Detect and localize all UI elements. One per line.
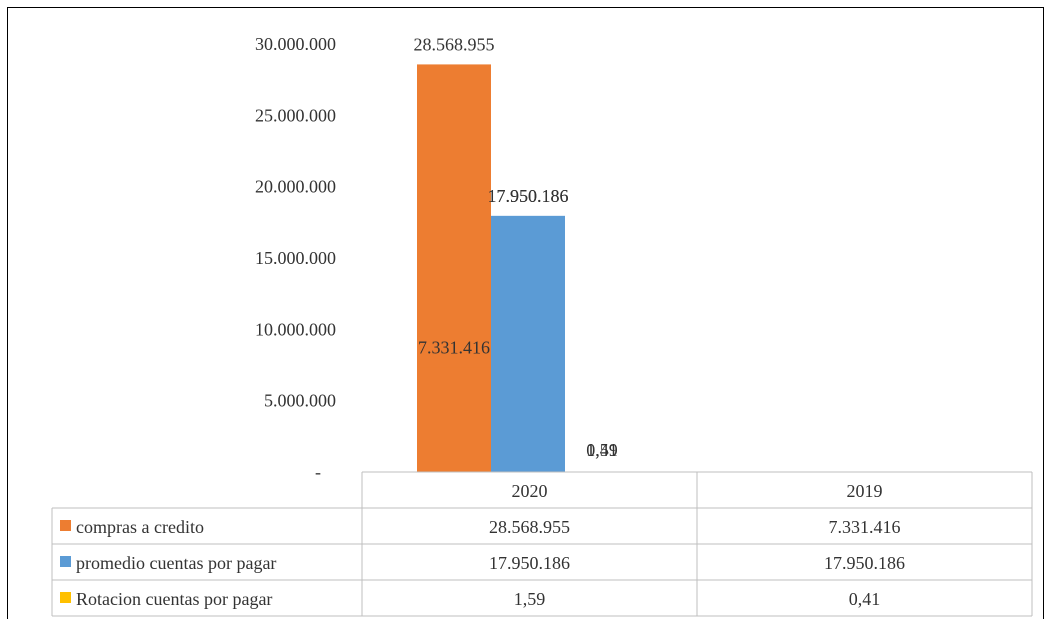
data-table: 2020 2019 compras a credito 28.568.955 7.331… — [51, 471, 1033, 617]
table-cell-value: 1,59 — [514, 589, 546, 609]
data-label: 7.331.416 — [418, 337, 490, 357]
x-category-label: 2020 — [512, 481, 548, 501]
data-label: 17.950.186 — [488, 186, 569, 206]
bar-2019-series-1 — [417, 367, 491, 472]
legend-series-name: Rotacion cuentas por pagar — [76, 589, 272, 609]
y-tick-label: 10.000.000 — [255, 319, 336, 339]
legend-key — [60, 556, 71, 567]
bars — [417, 64, 639, 472]
legend-key — [60, 592, 71, 603]
y-tick-label: 15.000.000 — [255, 248, 336, 268]
data-label: 1,59 — [586, 440, 618, 460]
y-axis: - 5.000.000 10.000.000 15.000.000 20.000.000… — [255, 34, 336, 482]
data-labels: 28.568.95517.950.1861,597.331.41617.950.… — [414, 34, 618, 460]
legend-series-name: promedio cuentas por pagar — [76, 553, 276, 573]
y-tick-label: 5.000.000 — [264, 391, 336, 411]
data-label: 17.950.186 — [488, 186, 569, 206]
data-label: 28.568.955 — [414, 34, 495, 54]
table-cell-value: 17.950.186 — [824, 553, 905, 573]
table-cell-value: 17.950.186 — [489, 553, 570, 573]
y-tick-label: 20.000.000 — [255, 177, 336, 197]
y-tick-label: - — [315, 462, 321, 482]
table-cell-value: 28.568.955 — [489, 517, 570, 537]
bar-2019-series-2 — [491, 215, 565, 472]
legend-key — [60, 520, 71, 531]
x-category-label: 2019 — [847, 481, 883, 501]
table-cell-value: 0,41 — [849, 589, 881, 609]
y-tick-label: 25.000.000 — [255, 105, 336, 125]
chart-frame — [7, 7, 1044, 619]
table-cell-value: 7.331.416 — [829, 517, 901, 537]
data-label: 0,41 — [586, 440, 618, 460]
y-tick-label: 30.000.000 — [255, 34, 336, 54]
legend-series-name: compras a credito — [76, 517, 204, 537]
